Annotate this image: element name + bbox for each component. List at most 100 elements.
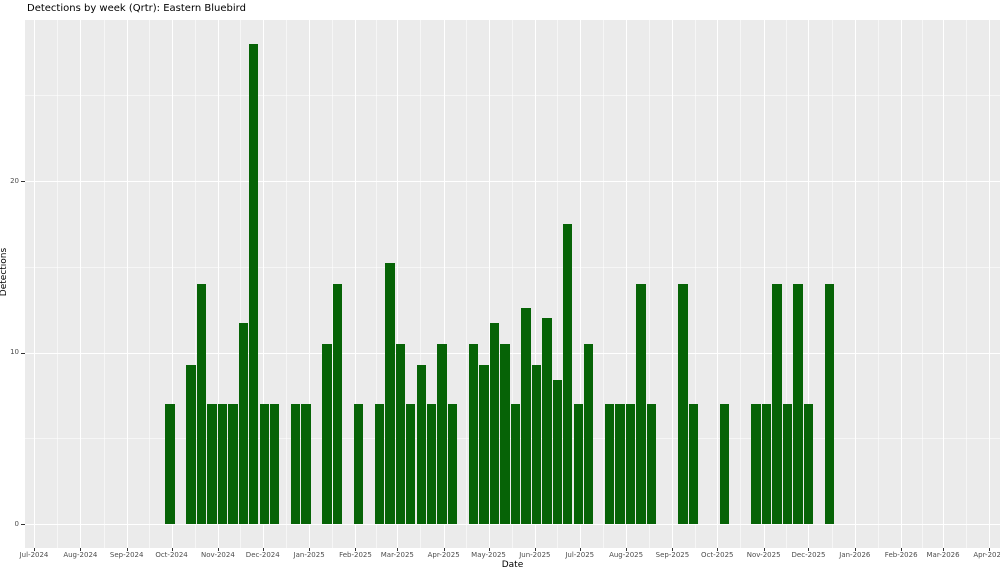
bar [437,344,447,524]
bar [406,404,416,524]
x-tick-label: Jul-2024 [19,551,49,559]
bar [646,404,657,524]
y-tick-mark [21,524,25,525]
x-major-gridline [34,20,35,548]
x-major-gridline [579,20,581,548]
x-minor-gridline [240,20,242,548]
y-tick-label: 0 [14,519,19,528]
x-tick-label: Mar-2025 [380,551,414,559]
chart-title: Detections by week (Qrtr): Eastern Blueb… [27,3,246,14]
x-major-gridline [763,20,765,548]
x-tick-mark [943,547,945,551]
bar [322,344,332,524]
x-minor-gridline [376,20,378,548]
x-minor-gridline [922,20,924,548]
x-major-gridline [626,20,628,548]
x-minor-gridline [649,20,651,548]
bar [803,404,814,524]
bar [688,404,699,524]
x-tick-label: Mar-2026 [926,551,960,559]
x-minor-gridline [420,20,422,548]
x-tick-label: Dec-2025 [791,551,826,559]
x-major-gridline [262,20,264,548]
x-minor-gridline [740,20,742,548]
x-tick-label: Aug-2025 [609,551,644,559]
x-minor-gridline [332,20,334,548]
bar [615,404,625,524]
bar [542,318,552,524]
x-tick-label: Aug-2024 [63,551,98,559]
bar [270,404,280,524]
x-tick-mark [901,547,903,551]
x-tick-mark [717,547,719,551]
x-major-gridline [534,20,536,548]
bar [249,44,259,524]
bar [479,364,489,524]
x-tick-mark [262,547,264,551]
x-tick-label: Jul-2025 [565,551,595,559]
x-tick-label: Feb-2026 [884,551,918,559]
bar [793,284,803,524]
x-major-gridline [126,20,128,548]
x-tick-label: Apr-2026 [973,551,1000,559]
x-tick-label: Jan-2025 [293,551,325,559]
x-minor-gridline [694,20,696,548]
x-tick-mark [488,547,490,551]
x-major-gridline [672,20,674,548]
x-minor-gridline [103,20,105,548]
bar [207,404,217,524]
x-major-gridline [309,20,311,548]
x-minor-gridline [285,20,287,548]
x-tick-label: Dec-2024 [245,551,280,559]
x-major-gridline [488,20,490,548]
bar [510,404,521,524]
x-minor-gridline [878,20,879,548]
x-minor-gridline [602,20,604,548]
bar [583,344,594,524]
bar [332,284,343,524]
x-minor-gridline [786,20,788,548]
x-tick-label: Sep-2024 [109,551,144,559]
bar [447,404,458,524]
x-major-gridline [397,20,399,548]
x-minor-gridline [466,20,468,548]
plot-panel [25,20,1000,548]
x-minor-gridline [149,20,151,548]
x-tick-mark [626,547,628,551]
y-tick-label: 20 [10,176,19,185]
x-major-gridline [355,20,357,548]
y-tick-mark [21,352,25,354]
bar [228,404,238,524]
x-tick-label: Sep-2025 [655,551,690,559]
x-tick-label: Nov-2024 [200,551,235,559]
x-tick-mark [309,547,311,551]
x-tick-mark [80,547,82,551]
bar [604,404,615,524]
x-tick-label: Oct-2025 [701,551,734,559]
bar [426,404,437,524]
bar [395,344,405,524]
x-tick-mark [808,547,810,551]
x-major-gridline [989,20,991,548]
bar [573,404,583,524]
x-minor-gridline [194,20,196,548]
bar [238,323,249,524]
x-major-gridline [443,20,445,548]
bar [186,364,196,524]
x-minor-gridline [511,20,513,548]
x-minor-gridline [557,20,559,548]
x-tick-mark [34,547,35,551]
x-tick-mark [989,547,991,551]
bar [521,308,531,524]
x-minor-gridline [57,20,59,548]
x-tick-mark [355,547,357,551]
bar [678,284,688,524]
bar [353,404,364,524]
bar [416,364,426,524]
x-major-gridline [80,20,82,548]
x-major-gridline [171,20,173,548]
x-major-gridline [217,20,219,548]
bar [531,364,542,524]
x-tick-mark [534,547,536,551]
